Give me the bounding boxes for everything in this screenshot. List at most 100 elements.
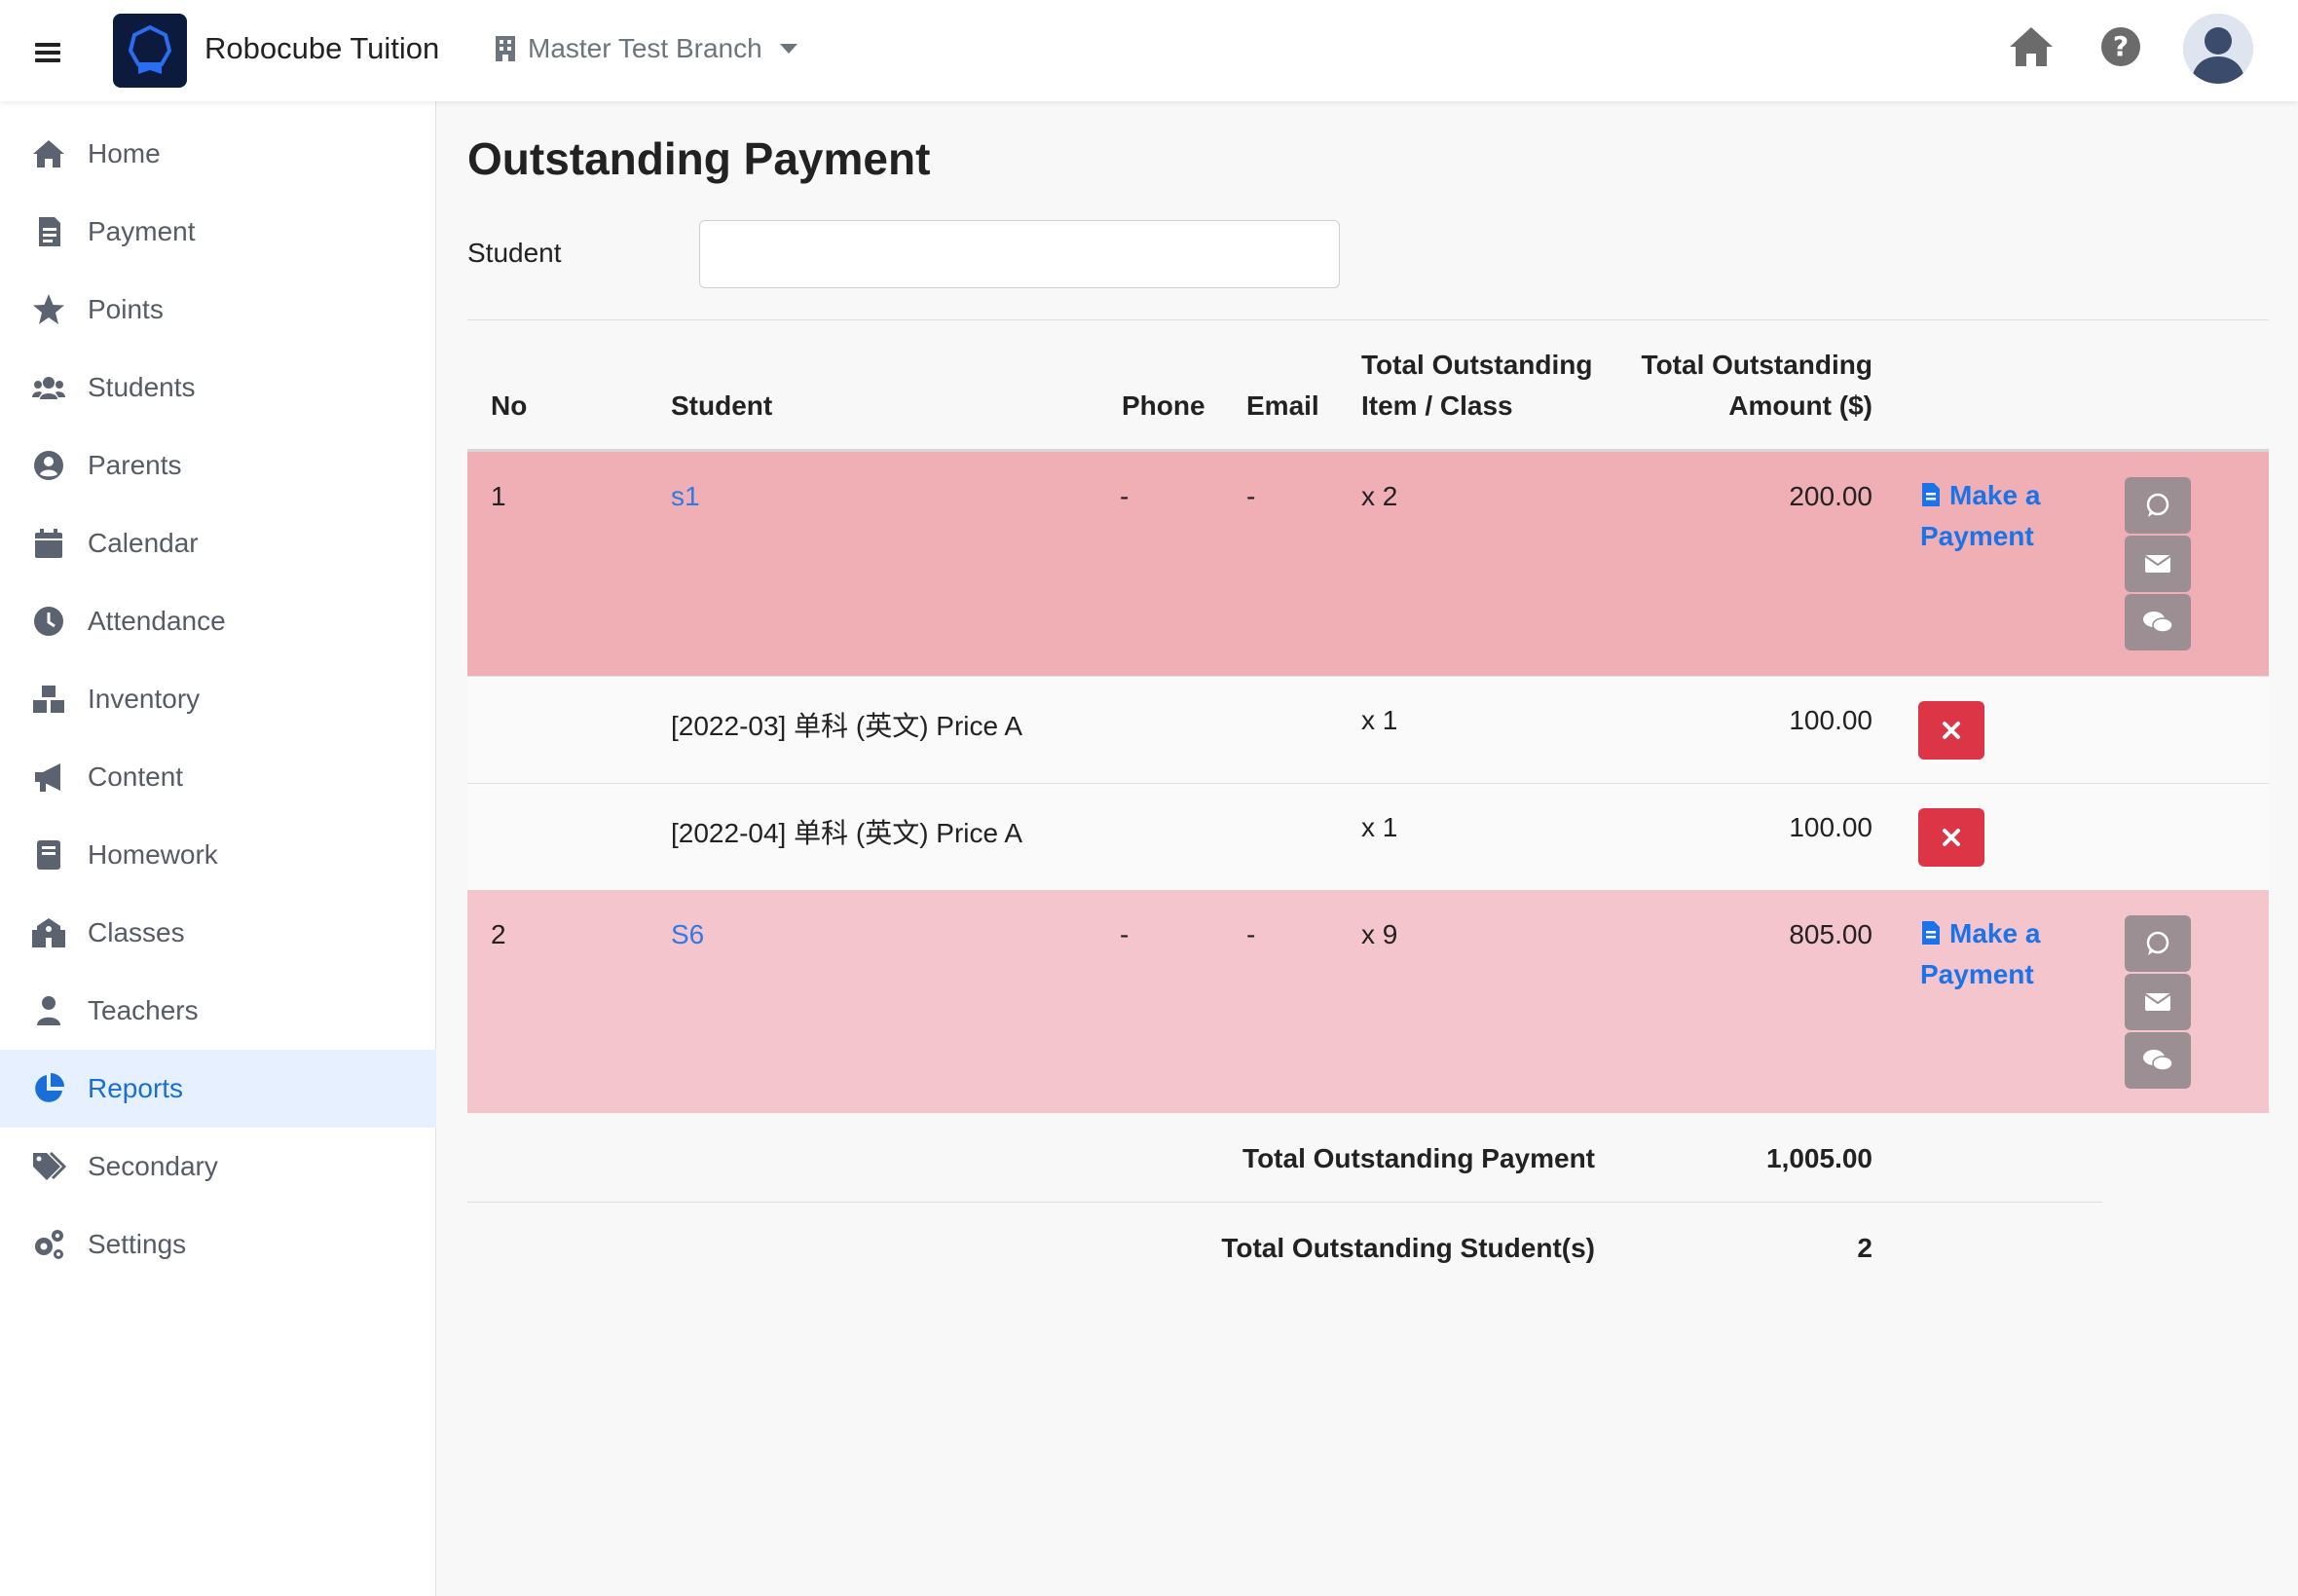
sidebar-item-content[interactable]: Content xyxy=(0,738,436,816)
detail-item-qty: x 1 xyxy=(1361,705,1398,735)
calendar-icon xyxy=(31,526,66,561)
building-icon xyxy=(495,35,516,62)
col-header-amount: Total Outstanding Amount ($) xyxy=(1577,345,1872,427)
student-filter-label: Student xyxy=(467,238,562,268)
row-items: x 2 xyxy=(1361,481,1398,511)
megaphone-icon xyxy=(31,760,66,795)
users-icon xyxy=(31,370,66,405)
sidebar-item-label: Classes xyxy=(88,917,185,947)
sidebar-item-label: Reports xyxy=(88,1073,184,1103)
make-payment-link[interactable]: Make a Payment xyxy=(1920,475,2095,557)
close-icon xyxy=(1943,722,1960,739)
remove-item-button[interactable] xyxy=(1918,701,1984,760)
remove-item-button[interactable] xyxy=(1918,808,1984,867)
sidebar-item-classes[interactable]: Classes xyxy=(0,894,436,972)
sidebar-item-label: Students xyxy=(88,372,196,402)
email-button[interactable] xyxy=(2125,974,2191,1030)
envelope-icon xyxy=(2144,993,2171,1011)
sidebar-item-secondary[interactable]: Secondary xyxy=(0,1128,436,1206)
boxes-icon xyxy=(31,682,66,717)
comments-icon xyxy=(2143,612,2173,633)
make-payment-line1: Make a xyxy=(1949,480,2041,510)
sidebar-item-label: Settings xyxy=(88,1229,187,1259)
user-avatar[interactable] xyxy=(2183,14,2253,84)
svg-text:?: ? xyxy=(2113,30,2129,62)
whatsapp-button[interactable] xyxy=(2125,915,2191,972)
col-header-items-line2: Item / Class xyxy=(1361,390,1513,421)
top-bar: Robocube Tuition Master Test Branch ? xyxy=(0,0,2298,101)
student-link[interactable]: s1 xyxy=(671,481,700,511)
sidebar-item-payment[interactable]: Payment xyxy=(0,193,436,271)
row-no: 2 xyxy=(491,919,506,949)
envelope-icon xyxy=(2144,555,2171,573)
row-items: x 9 xyxy=(1361,919,1398,949)
table-row xyxy=(467,890,2269,1113)
sidebar-item-teachers[interactable]: Teachers xyxy=(0,972,436,1050)
sidebar-item-home[interactable]: Home xyxy=(0,115,436,193)
teacher-icon xyxy=(31,993,66,1028)
col-header-student: Student xyxy=(671,390,773,421)
receipt-icon xyxy=(1922,483,1940,506)
sidebar-item-reports[interactable]: Reports xyxy=(0,1050,436,1128)
row-email: - xyxy=(1246,481,1256,511)
detail-item-amount: 100.00 xyxy=(1789,812,1872,842)
sidebar-item-inventory[interactable]: Inventory xyxy=(0,660,436,738)
sidebar-item-label: Points xyxy=(88,294,164,324)
close-icon xyxy=(1943,829,1960,846)
col-header-items-line1: Total Outstanding xyxy=(1361,350,1593,380)
row-amount: 805.00 xyxy=(1789,919,1872,949)
make-payment-line2: Payment xyxy=(1920,521,2034,551)
divider xyxy=(467,319,2269,320)
sidebar-item-label: Homework xyxy=(88,839,218,870)
branch-selector[interactable]: Master Test Branch xyxy=(495,33,797,64)
student-link[interactable]: S6 xyxy=(671,919,705,949)
sms-button[interactable] xyxy=(2125,1032,2191,1089)
sidebar-item-calendar[interactable]: Calendar xyxy=(0,504,436,582)
sidebar-item-homework[interactable]: Homework xyxy=(0,816,436,894)
page-title: Outstanding Payment xyxy=(467,133,931,184)
help-icon[interactable]: ? xyxy=(2099,25,2142,73)
total-students-value: 2 xyxy=(1857,1233,1872,1263)
sidebar-item-label: Payment xyxy=(88,216,196,246)
student-filter-input[interactable] xyxy=(699,220,1340,288)
clock-icon xyxy=(31,604,66,639)
branch-name: Master Test Branch xyxy=(528,33,762,63)
detail-row xyxy=(467,676,2269,783)
sidebar-item-points[interactable]: Points xyxy=(0,271,436,349)
whatsapp-icon xyxy=(2146,931,2169,955)
receipt-icon xyxy=(31,214,66,249)
make-payment-link[interactable]: Make a Payment xyxy=(1920,913,2095,995)
star-icon xyxy=(31,292,66,327)
row-phone: - xyxy=(1120,919,1130,949)
detail-item-amount: 100.00 xyxy=(1789,705,1872,735)
email-button[interactable] xyxy=(2125,536,2191,592)
home-icon[interactable] xyxy=(2008,25,2055,73)
comments-icon xyxy=(2143,1050,2173,1071)
col-header-amount-line1: Total Outstanding xyxy=(1641,350,1872,380)
col-header-email: Email xyxy=(1246,390,1319,421)
app-logo[interactable] xyxy=(113,14,187,88)
table-header-divider xyxy=(467,449,2269,452)
make-payment-line1: Make a xyxy=(1949,918,2041,948)
whatsapp-icon xyxy=(2146,493,2169,517)
sidebar-item-parents[interactable]: Parents xyxy=(0,427,436,504)
menu-toggle-icon[interactable] xyxy=(35,43,60,62)
detail-item-name: [2022-03] 单科 (英文) Price A xyxy=(671,711,1023,741)
app-brand: Robocube Tuition xyxy=(204,31,440,65)
total-payment-label: Total Outstanding Payment xyxy=(1242,1143,1595,1173)
book-icon xyxy=(31,837,66,872)
whatsapp-button[interactable] xyxy=(2125,477,2191,534)
gears-icon xyxy=(31,1227,66,1262)
make-payment-line2: Payment xyxy=(1920,959,2034,989)
row-no: 1 xyxy=(491,481,506,511)
sidebar-item-label: Teachers xyxy=(88,995,199,1025)
sidebar-item-label: Inventory xyxy=(88,684,201,714)
sidebar-item-students[interactable]: Students xyxy=(0,349,436,427)
col-header-no: No xyxy=(491,390,528,421)
col-header-amount-line2: Amount ($) xyxy=(1728,390,1872,421)
sms-button[interactable] xyxy=(2125,594,2191,650)
sidebar-item-attendance[interactable]: Attendance xyxy=(0,582,436,660)
sidebar-item-settings[interactable]: Settings xyxy=(0,1206,436,1283)
tags-icon xyxy=(31,1149,67,1184)
total-students-label: Total Outstanding Student(s) xyxy=(1221,1233,1595,1263)
